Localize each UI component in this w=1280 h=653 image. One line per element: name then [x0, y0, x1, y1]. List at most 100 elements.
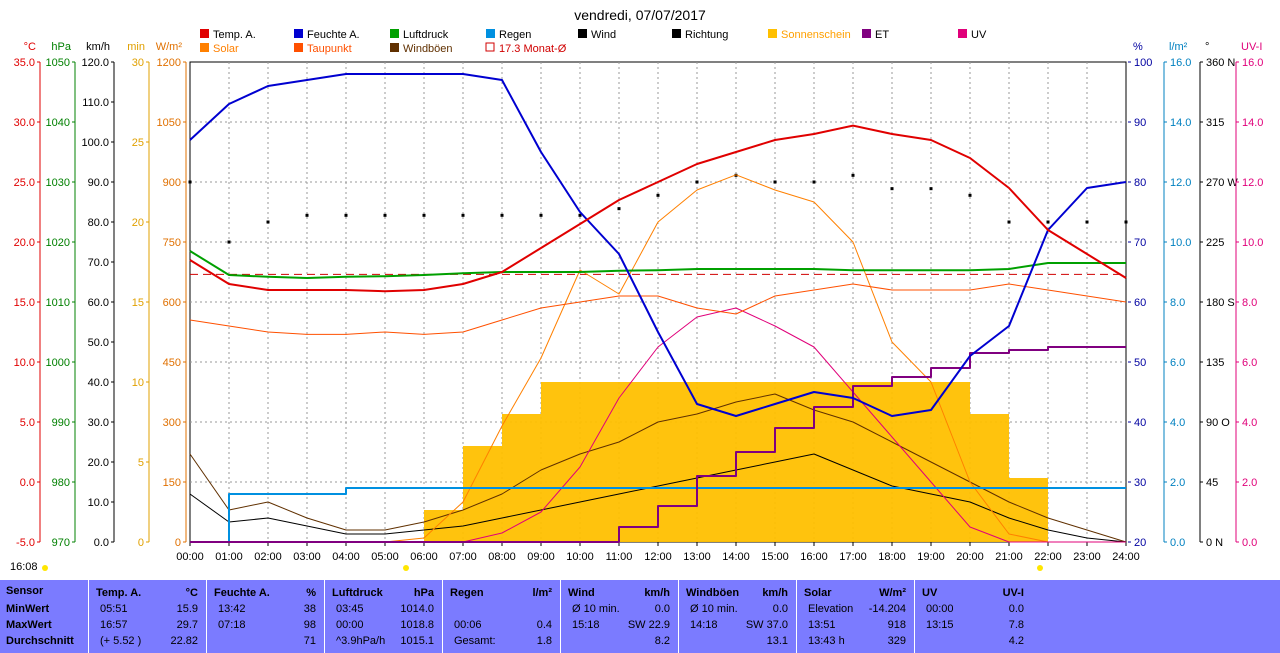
legend-label: Richtung [685, 29, 728, 41]
summary-unit: % [306, 587, 316, 599]
summary-unit: l/m² [532, 587, 552, 599]
x-tick-label: 10:00 [566, 551, 594, 563]
axis-tick-label: 900 [163, 177, 181, 189]
x-tick-label: 03:00 [293, 551, 321, 563]
axis-tick-label: 5 [138, 457, 144, 469]
x-tick-label: 13:00 [683, 551, 711, 563]
summary-cell-time: 13:15 [926, 619, 954, 631]
axis-tick-label: 2.0 [1170, 477, 1185, 489]
axis-tick-label: 4.0 [1170, 417, 1185, 429]
marker-dot [403, 565, 409, 571]
sunshine-bar [580, 382, 619, 542]
series-line [189, 453, 1127, 543]
x-tick-label: 01:00 [215, 551, 243, 563]
summary-unit: km/h [644, 587, 670, 599]
direction-point [422, 213, 426, 217]
summary-cell-time: (+ 5.52 ) [100, 635, 142, 647]
summary-cell-value: 4.2 [1008, 635, 1024, 647]
x-tick-label: 23:00 [1073, 551, 1101, 563]
axis-tick-label: 20.0 [14, 237, 35, 249]
summary-column: Feuchte A.% 13:42 38 07:18 98 71 [206, 580, 324, 653]
summary-table: Sensor MinWert MaxWert Durchschnitt Temp… [0, 580, 1280, 653]
x-tick-label: 07:00 [449, 551, 477, 563]
axis-tick-label: 135 [1206, 357, 1224, 369]
sunshine-bar [931, 382, 970, 542]
series-line [190, 346, 1126, 543]
axis-tick-label: 8.0 [1242, 297, 1257, 309]
summary-header: Temp. A. [96, 587, 142, 599]
axis-tick-label: 1200 [157, 57, 181, 69]
summary-cell-value: -14.204 [868, 603, 906, 615]
summary-cell-value: 0.4 [536, 619, 552, 631]
x-tick-label: 04:00 [332, 551, 360, 563]
axis-tick-label: 0 [175, 537, 181, 549]
axis-tick-label: 980 [52, 477, 70, 489]
axis-tick-label: 990 [52, 417, 70, 429]
axis-tick-label: 40 [1134, 417, 1146, 429]
row-label: MinWert [6, 603, 50, 615]
column-separator [914, 580, 915, 653]
axis-tick-label: 4.0 [1242, 417, 1257, 429]
summary-column: Regen l/m² 00:06 0.4 Gesamt: 1.8 [442, 580, 560, 653]
summary-cell-value: 22.82 [170, 635, 198, 647]
marker-dot [42, 565, 48, 571]
summary-header: Luftdruck [332, 587, 383, 599]
legend-swatch [578, 29, 587, 38]
x-tick-label: 22:00 [1034, 551, 1062, 563]
axis-tick-label: 0 N [1206, 537, 1223, 549]
series-line [189, 250, 1126, 279]
direction-point [773, 180, 777, 184]
summary-cell-time: 15:18 [572, 619, 600, 631]
axis-tick-label: 60.0 [88, 297, 109, 309]
legend-label: Temp. A. [213, 29, 256, 41]
summary-cell-time: 13:43 h [808, 635, 845, 647]
summary-cell-time: 00:00 [926, 603, 954, 615]
legend-label: Solar [213, 43, 239, 55]
axis-tick-label: 12.0 [1170, 177, 1191, 189]
summary-cell-value: 15.9 [176, 603, 198, 615]
x-tick-label: 02:00 [254, 551, 282, 563]
direction-point [266, 220, 270, 224]
axis-unit: hPa [51, 41, 71, 53]
direction-point [851, 173, 855, 177]
axis-tick-label: 120.0 [81, 57, 109, 69]
axis-tick-label: 970 [52, 537, 70, 549]
axis-tick-label: 70.0 [88, 257, 109, 269]
x-tick-label: 21:00 [995, 551, 1023, 563]
summary-cell-value: 8.2 [654, 635, 670, 647]
marker-dot [1037, 565, 1043, 571]
axis-tick-label: 0.0 [20, 477, 35, 489]
sunshine-bar [853, 382, 892, 542]
axis-tick-label: 16.0 [1170, 57, 1191, 69]
summary-cell-value: 71 [303, 635, 316, 647]
axis-tick-label: 110.0 [82, 97, 109, 109]
axis-tick-label: 300 [163, 417, 181, 429]
row-label: Durchschnitt [6, 635, 74, 647]
legend-label: Luftdruck [403, 29, 449, 41]
axis-tick-label: 100 [1134, 57, 1152, 69]
summary-cell-time: 05:51 [100, 603, 128, 615]
axis-unit: min [127, 41, 145, 53]
axis-unit: l/m² [1169, 41, 1188, 53]
legend-swatch [672, 29, 681, 38]
summary-cell-time: 13:51 [808, 619, 836, 631]
summary-header: Regen [450, 587, 484, 599]
axis-tick-label: 30.0 [88, 417, 109, 429]
axis-tick-label: 100.0 [81, 137, 109, 149]
series-line [190, 487, 1126, 543]
summary-cell-value: 1014.0 [400, 603, 434, 615]
legend-swatch [768, 29, 777, 38]
summary-cell-time: Gesamt: [454, 635, 496, 647]
x-tick-label: 24:00 [1112, 551, 1140, 563]
axis-tick-label: 1030 [46, 177, 70, 189]
time-label: 16:08 [10, 561, 38, 573]
summary-unit: W/m² [879, 587, 906, 599]
direction-point [656, 193, 660, 197]
x-tick-label: 17:00 [839, 551, 867, 563]
summary-column: Temp. A. °C 05:51 15.9 16:57 29.7 (+ 5.52 ) 22.… [88, 580, 206, 653]
axis-tick-label: 10.0 [88, 497, 109, 509]
direction-point [1007, 220, 1011, 224]
row-label: MaxWert [6, 619, 52, 631]
column-separator [442, 580, 443, 653]
summary-header: Feuchte A. [214, 587, 270, 599]
